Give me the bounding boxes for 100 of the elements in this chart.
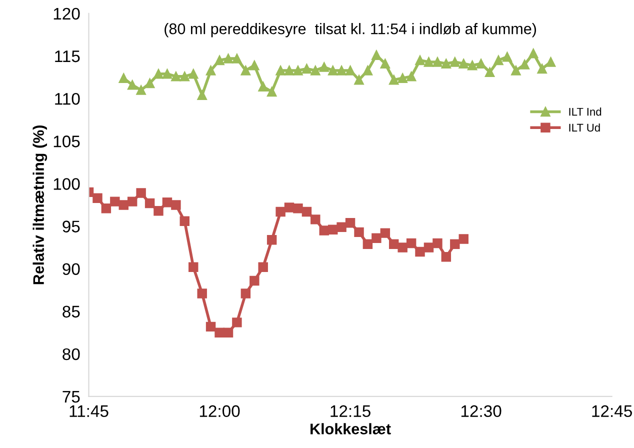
point: [144, 78, 155, 88]
text: (80 ml pereddikesyre tilsat kl. 11:54 i indløb af kumme): [164, 23, 536, 38]
point: [450, 57, 460, 67]
point: [284, 66, 294, 76]
point: [188, 262, 198, 272]
point: [398, 73, 408, 83]
point: [258, 262, 268, 272]
point: [118, 73, 129, 83]
x-axis-title: Klokkeslæt: [310, 423, 391, 434]
point: [494, 55, 504, 66]
y-tick-label: 75: [62, 391, 80, 403]
point: [345, 66, 356, 76]
x-tick-label: 12:15: [330, 405, 370, 418]
point: [372, 233, 382, 244]
x-tick-label: 12:45: [592, 405, 632, 418]
point: [293, 204, 303, 214]
point: [310, 66, 320, 76]
y-tick-label: 80: [62, 348, 80, 360]
point: [328, 224, 338, 235]
point: [319, 226, 329, 236]
y-tick-label: 85: [62, 306, 80, 318]
point: [476, 58, 486, 69]
point: [345, 218, 356, 228]
point: [266, 235, 277, 245]
point: [432, 238, 442, 248]
point: [136, 188, 146, 198]
point: [398, 242, 408, 252]
point: [240, 288, 251, 298]
point: [258, 82, 268, 92]
point: [180, 72, 190, 82]
point: [441, 252, 452, 262]
point: [188, 69, 198, 79]
point: [232, 318, 242, 328]
point: [511, 66, 521, 76]
point: [223, 54, 234, 64]
point: [336, 66, 346, 76]
point: [162, 69, 172, 79]
point: [362, 66, 373, 76]
point: [380, 58, 390, 69]
point: [154, 69, 164, 79]
point: [388, 74, 399, 85]
point: [450, 239, 460, 249]
point: [197, 288, 207, 298]
point: [362, 239, 373, 249]
point: [266, 86, 277, 97]
point: [302, 64, 312, 74]
point: [328, 66, 338, 76]
point: [214, 328, 224, 338]
point: [432, 57, 442, 67]
point: [171, 200, 181, 210]
point: [415, 55, 425, 66]
point: [171, 72, 181, 82]
point: [424, 57, 434, 67]
y-tick-label: 115: [55, 50, 80, 62]
legend-label: ILT Ind: [569, 108, 602, 116]
point: [180, 216, 190, 226]
point: [484, 67, 495, 78]
point: [354, 74, 364, 85]
point: [354, 227, 364, 238]
point: [458, 58, 468, 69]
point: [546, 57, 556, 67]
point: [424, 242, 434, 252]
point: [250, 276, 260, 286]
point: [162, 198, 172, 208]
point: [240, 66, 251, 76]
point: [319, 62, 329, 72]
point: [136, 85, 146, 95]
x-tick-label: 11:45: [70, 405, 108, 418]
point: [441, 58, 452, 69]
point: [467, 60, 478, 70]
point: [406, 238, 416, 248]
point: [502, 52, 512, 62]
point: [154, 206, 164, 216]
point: [388, 239, 399, 249]
y-tick-label: 110: [55, 92, 80, 105]
y-tick-label: 95: [62, 220, 80, 232]
point: [206, 322, 216, 332]
x-tick-label: 12:00: [200, 405, 240, 418]
point: [232, 54, 242, 64]
point: [110, 196, 120, 206]
point: [336, 222, 346, 232]
point: [127, 196, 138, 206]
y-tick-label: 105: [54, 136, 80, 148]
y-tick-label: 90: [62, 263, 80, 276]
legend-label: ILT Ud: [569, 123, 600, 132]
point: [528, 48, 538, 58]
point: [284, 202, 294, 212]
point: [415, 246, 425, 257]
point: [372, 50, 382, 60]
point: [537, 64, 547, 74]
y-tick-label: 120: [54, 8, 80, 20]
x-tick-label: 12:30: [461, 405, 502, 418]
y-axis-title: Relativ iltmætning (%): [32, 126, 48, 284]
point: [101, 204, 112, 214]
point: [310, 214, 320, 224]
y-tick-label: 100: [54, 178, 80, 190]
point: [520, 60, 530, 70]
point: [406, 72, 416, 82]
point: [302, 206, 312, 217]
point: [127, 80, 138, 90]
